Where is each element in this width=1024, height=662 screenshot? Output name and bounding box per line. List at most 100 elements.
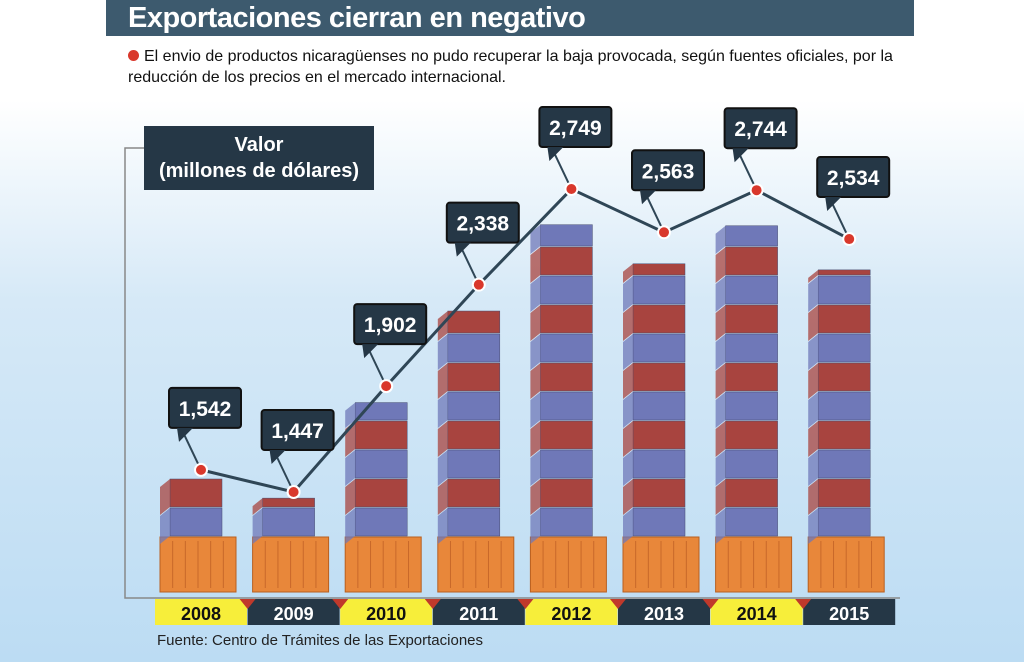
container (725, 507, 778, 537)
container (632, 478, 686, 508)
year-cell (710, 599, 803, 625)
container-side (530, 334, 541, 370)
value-label-pointer (177, 427, 193, 442)
container (817, 304, 871, 334)
container (540, 391, 593, 421)
data-point (286, 485, 301, 499)
year-cell (155, 599, 247, 625)
container-side (808, 450, 819, 486)
container (447, 507, 501, 537)
data-point (749, 183, 764, 198)
page-title: Exportaciones cierran en negativo (106, 0, 914, 36)
container (540, 275, 593, 305)
data-point (471, 277, 486, 292)
container (817, 507, 871, 537)
container (540, 507, 593, 537)
container (725, 304, 778, 334)
x-tick-label: 2011 (459, 604, 498, 624)
value-label: 2,749 (549, 117, 602, 140)
value-label: 2,744 (734, 118, 787, 141)
container-stack (529, 224, 607, 593)
container-side (715, 305, 726, 341)
container (817, 391, 871, 421)
container-side (530, 479, 541, 515)
container-side (345, 508, 356, 544)
container (540, 420, 593, 450)
subtitle: El envio de productos nicaragüenses no p… (128, 46, 908, 88)
value-label-pointer (825, 197, 842, 212)
container-stack (807, 269, 885, 593)
x-tick-label: 2010 (366, 604, 406, 624)
container (540, 304, 593, 334)
value-label-box (168, 386, 242, 429)
subtitle-text: El envio de productos nicaragüenses no p… (128, 48, 893, 86)
container (817, 449, 871, 479)
container-side (530, 363, 541, 399)
container-side (437, 363, 448, 399)
container (817, 478, 871, 508)
container (817, 362, 871, 392)
container-side (715, 450, 726, 486)
container-side (715, 479, 726, 515)
container (817, 420, 871, 450)
container-side (437, 508, 448, 544)
container-side (530, 421, 541, 457)
container (632, 391, 686, 421)
year-divider-marker (795, 599, 812, 609)
container (817, 275, 871, 305)
data-point (194, 462, 208, 477)
container-side (530, 276, 541, 312)
year-divider-marker (332, 599, 349, 609)
container (169, 507, 223, 537)
container-side (623, 363, 633, 399)
container-stack (252, 497, 330, 593)
container-side (623, 263, 633, 283)
data-point (379, 379, 394, 394)
container-side (623, 450, 633, 486)
value-label-pointer (269, 450, 286, 464)
container (632, 333, 686, 363)
container-side (715, 334, 726, 370)
container (725, 246, 778, 276)
container (447, 362, 501, 392)
container-side (623, 479, 633, 515)
container (169, 478, 223, 508)
year-cell (618, 599, 710, 625)
value-label-pointer (454, 242, 471, 257)
container-side (623, 334, 633, 370)
container (817, 269, 871, 276)
container-stack (344, 402, 422, 593)
container (540, 478, 593, 508)
container (725, 478, 778, 508)
container (540, 333, 593, 363)
y-label-line1: Valor (234, 134, 284, 156)
container-side (160, 508, 170, 544)
x-tick-label: 2014 (737, 604, 777, 624)
container (725, 333, 778, 363)
series-line (200, 187, 850, 494)
container (354, 507, 408, 537)
container-side (623, 421, 633, 457)
year-divider-marker (702, 599, 719, 609)
container-side (160, 479, 170, 515)
container-side (623, 276, 633, 312)
container-side (530, 450, 541, 486)
container (632, 275, 686, 305)
container-side (808, 334, 819, 370)
value-label-box (538, 106, 613, 149)
container (817, 333, 871, 363)
axis-frame (124, 147, 900, 599)
container-stack (437, 310, 515, 593)
container-side (437, 479, 448, 515)
year-cell (803, 599, 896, 625)
container (632, 449, 686, 479)
container (262, 507, 315, 537)
container (447, 391, 501, 421)
container-side (808, 305, 819, 341)
container-side (437, 421, 448, 457)
container (447, 449, 501, 479)
value-label-box (816, 156, 891, 199)
value-label-pointer (732, 148, 749, 163)
container-side (623, 392, 633, 428)
